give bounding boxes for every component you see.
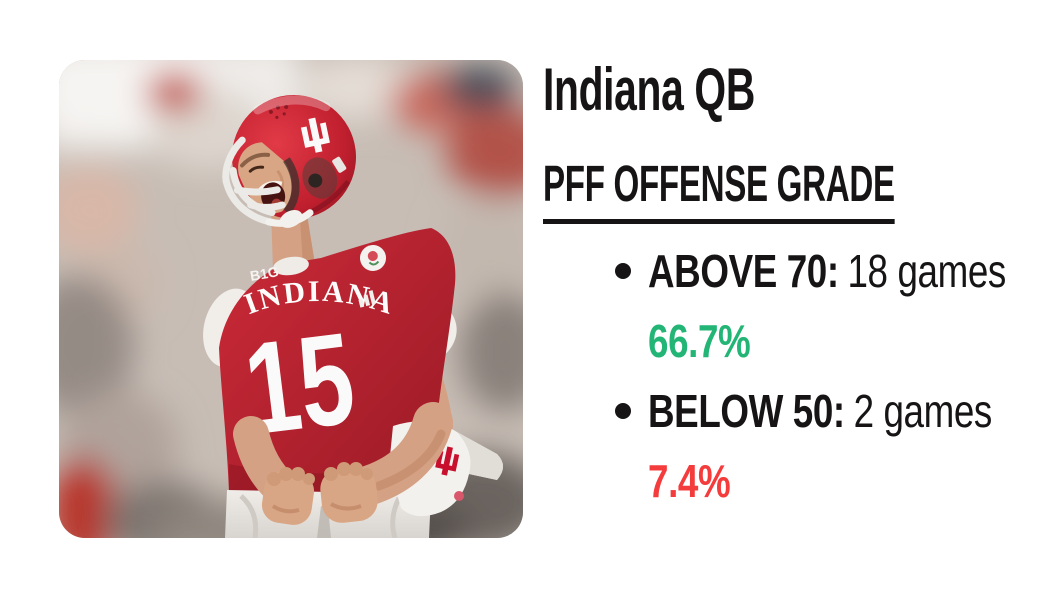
rose-bowl-patch-icon [360,245,386,271]
percent-line: 66.7% [543,306,1043,376]
page-title: Indiana QB [543,60,1043,120]
bullet-dot [615,403,631,419]
percent-line: 7.4% [543,446,1043,516]
bullet-dot [615,263,631,279]
adidas-logo-icon [358,290,376,308]
stat-value: 2 games [853,385,993,437]
helmet [222,95,356,228]
player: INDIANA 15 B1G [203,95,503,538]
stat-label: ABOVE 70: [648,245,839,297]
stat-value: 18 games [847,245,1006,297]
stat-percent: 66.7% [648,315,751,367]
stat-label: BELOW 50: [648,385,845,437]
stat-line: BELOW 50: 2 games [543,376,1043,446]
stats-list: ABOVE 70: 18 games 66.7% BELOW 50: 2 games… [543,236,1043,516]
helmet-vents [268,104,289,119]
stat-line: ABOVE 70: 18 games [543,236,1043,306]
page-title-text: Indiana QB [543,56,755,123]
section-heading: PFF OFFENSE GRADE [543,158,1043,224]
big-ten-patch: B1G [249,263,280,284]
qb-photo: INDIANA 15 B1G [59,60,523,538]
clenched-fists [261,462,378,525]
stat-percent: 7.4% [648,455,731,507]
blurred-crowd-background [59,60,523,538]
list-item-below-50: BELOW 50: 2 games 7.4% [543,376,1043,516]
collar-undershirt [273,256,309,276]
qb-photo-illustration: INDIANA 15 B1G [59,60,523,538]
section-heading-text: PFF OFFENSE GRADE [543,158,895,224]
chin-cup [279,210,303,228]
content-column: Indiana QB PFF OFFENSE GRADE ABOVE 70: 18… [543,60,1043,516]
list-item-above-70: ABOVE 70: 18 games 66.7% [543,236,1043,376]
